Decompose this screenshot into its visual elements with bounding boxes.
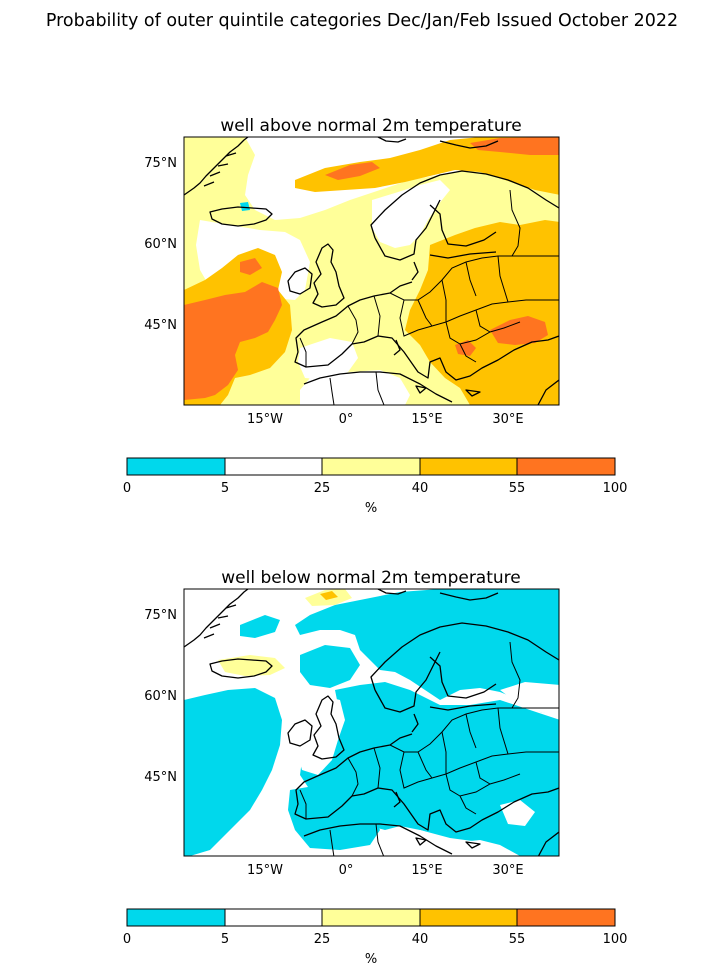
colorbar-segment-1	[127, 458, 225, 475]
fill-cyan-atlantic	[184, 688, 282, 856]
colorbar-tick: 55	[509, 932, 526, 947]
fill-white-scandinavia	[372, 180, 450, 248]
fill-red-blacksea	[490, 316, 548, 345]
colorbar-tick: 5	[221, 481, 229, 496]
map-fill-below	[184, 589, 559, 856]
panel-title-below: well below normal 2m temperature	[221, 568, 521, 588]
colorbar-tick: 40	[412, 932, 429, 947]
fill-orange-barents	[320, 591, 338, 600]
colorbar-segment-5	[517, 909, 615, 926]
colorbar-segment-2	[225, 909, 322, 926]
colorbar-frame	[126, 908, 616, 927]
fill-cyan-patch	[240, 202, 250, 211]
x-ticks-above: 15°W 0° 15°E 30°E	[247, 412, 524, 427]
map-fill-above	[184, 137, 559, 405]
fill-red-spot	[240, 258, 262, 275]
fill-white-mediterranean	[300, 370, 410, 405]
colorbar-tick: 55	[509, 481, 526, 496]
panel-below-normal: well below normal 2m temperature 75°N	[144, 568, 560, 878]
x-ticks-below: 15°W 0° 15°E 30°E	[247, 863, 524, 878]
xtick-label: 15°W	[247, 863, 283, 878]
colorbar-tick: 40	[412, 481, 429, 496]
colorbar-segment-5	[517, 458, 615, 475]
colorbar-segment-4	[420, 458, 517, 475]
figure-title: Probability of outer quintile categories…	[46, 11, 678, 31]
fill-cyan-greenland	[240, 615, 280, 638]
y-ticks-above: 75°N 60°N 45°N	[144, 156, 177, 333]
fill-yellow-iceland	[218, 655, 285, 676]
colorbar-tick: 0	[123, 932, 131, 947]
ytick-label: 45°N	[144, 318, 177, 333]
fill-orange-east	[405, 220, 559, 405]
fill-red-barents	[325, 162, 380, 180]
xtick-label: 15°E	[411, 863, 442, 878]
fill-red-atlantic	[184, 282, 282, 400]
colorbar-tick: 100	[603, 932, 628, 947]
panel-title-above: well above normal 2m temperature	[220, 116, 521, 136]
fill-red-barents-east	[470, 137, 559, 155]
xtick-label: 0°	[339, 412, 354, 427]
fill-white-med	[370, 830, 510, 856]
fill-cyan-mid	[300, 645, 360, 688]
fill-white-balkans	[500, 800, 535, 826]
map-frame-below	[183, 588, 560, 857]
panel-above-normal: well above normal 2m temperature	[144, 116, 560, 427]
fill-white-uk	[295, 695, 345, 775]
xtick-label: 0°	[339, 863, 354, 878]
colorbar-tick: 25	[314, 932, 331, 947]
colorbar-frame	[126, 457, 616, 476]
xtick-label: 30°E	[492, 412, 523, 427]
ytick-label: 60°N	[144, 237, 177, 252]
colorbar-label: %	[365, 952, 377, 967]
colorbar-below: 0 5 25 40 55 100 %	[123, 908, 628, 967]
colorbar-segment-1	[127, 909, 225, 926]
xtick-label: 30°E	[492, 863, 523, 878]
colorbar-segment-3	[322, 458, 420, 475]
fill-cyan-north	[295, 589, 559, 715]
map-frame-above	[183, 136, 560, 406]
colorbar-tick: 5	[221, 932, 229, 947]
y-ticks-below: 75°N 60°N 45°N	[144, 608, 177, 785]
colorbar-tick: 0	[123, 481, 131, 496]
colorbar-segment-4	[420, 909, 517, 926]
colorbar-label: %	[365, 501, 377, 516]
ytick-label: 75°N	[144, 156, 177, 171]
ytick-label: 60°N	[144, 689, 177, 704]
ytick-label: 45°N	[144, 770, 177, 785]
fill-white-iberia	[298, 338, 358, 380]
colorbar-above: 0 5 25 40 55 100 %	[123, 457, 628, 516]
fill-white-east	[500, 682, 559, 716]
colorbar-segment-2	[225, 458, 322, 475]
colorbar-segment-3	[322, 909, 420, 926]
xtick-label: 15°E	[411, 412, 442, 427]
fill-orange-barents	[295, 137, 559, 195]
colorbar-tick: 25	[314, 481, 331, 496]
colorbar-tick: 100	[603, 481, 628, 496]
ytick-label: 75°N	[144, 608, 177, 623]
xtick-label: 15°W	[247, 412, 283, 427]
